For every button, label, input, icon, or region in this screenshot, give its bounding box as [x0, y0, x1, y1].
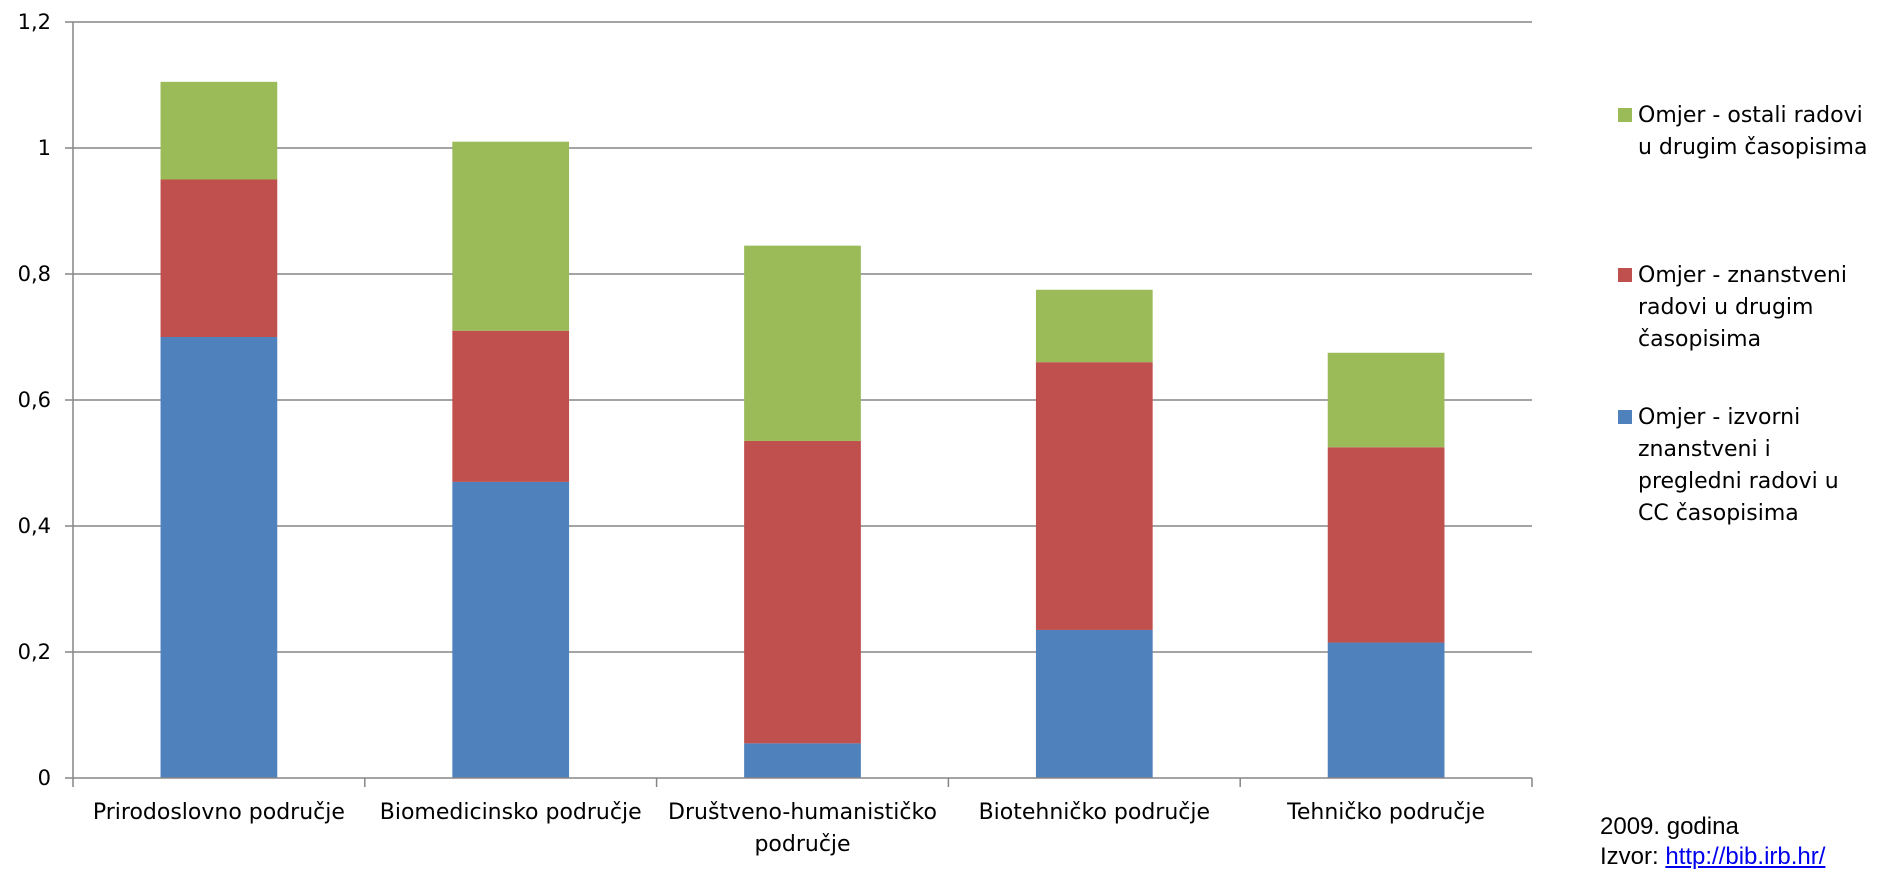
- bar-segment: [452, 330, 570, 482]
- legend-swatch-green: [1618, 108, 1632, 122]
- bar-segment: [160, 337, 278, 778]
- legend: Omjer - ostali radovi u drugim časopisim…: [1618, 100, 1878, 530]
- bar-segment: [160, 81, 278, 180]
- source-prefix: Izvor:: [1600, 843, 1666, 870]
- year-label: 2009. godina: [1600, 813, 1739, 840]
- y-tick-labels: 0 0,2 0,4 0,6 0,8 1 1,2: [18, 10, 51, 790]
- legend-item-izvorni: Omjer - izvorni znanstveni i pregledni r…: [1618, 402, 1878, 530]
- legend-swatch-red: [1618, 268, 1632, 282]
- x-category-label: područje: [754, 832, 850, 857]
- y-tick-label: 1,2: [18, 10, 51, 34]
- legend-item-znanstveni: Omjer - znanstveni radovi u drugim časop…: [1618, 260, 1878, 356]
- bar-segment: [160, 179, 278, 337]
- source-link[interactable]: http://bib.irb.hr/: [1665, 843, 1826, 870]
- bar-segment: [744, 743, 861, 778]
- legend-label: Omjer - ostali radovi u drugim časopisim…: [1638, 103, 1868, 160]
- y-tick-label: 0,2: [18, 640, 51, 664]
- bar-segment: [1327, 642, 1445, 778]
- bar-segment: [1327, 447, 1445, 643]
- bars: [160, 81, 1445, 778]
- legend-item-ostali: Omjer - ostali radovi u drugim časopisim…: [1618, 100, 1878, 164]
- legend-label: Omjer - izvorni znanstveni i pregledni r…: [1638, 405, 1839, 526]
- bar-segment: [1035, 362, 1153, 630]
- x-category-labels: Prirodoslovno područje Biomedicinsko podr…: [93, 800, 1485, 857]
- bar-segment: [452, 481, 570, 778]
- x-category-label: Prirodoslovno područje: [93, 800, 345, 825]
- legend-label: Omjer - znanstveni radovi u drugim časop…: [1638, 263, 1847, 352]
- y-tick-label: 0: [38, 766, 51, 790]
- bar-segment: [1035, 289, 1153, 363]
- legend-swatch-blue: [1618, 410, 1632, 424]
- axes: [65, 21, 1533, 787]
- y-tick-label: 1: [38, 136, 51, 160]
- bar-segment: [1327, 352, 1445, 448]
- source-line: Izvor: http://bib.irb.hr/: [1600, 842, 1825, 872]
- x-category-label: Tehničko područje: [1286, 800, 1485, 825]
- stacked-bar-chart: 0 0,2 0,4 0,6 0,8 1 1,2 Prirodoslovno područje…: [18, 10, 1533, 857]
- x-category-label: Biomedicinsko područje: [380, 800, 642, 825]
- x-category-label: Društveno-humanističko: [668, 800, 937, 825]
- x-category-label: Biotehničko područje: [979, 800, 1210, 825]
- bar-segment: [744, 440, 861, 744]
- bar-segment: [744, 245, 861, 441]
- y-tick-label: 0,4: [18, 514, 51, 538]
- source-note: 2009. godina Izvor: http://bib.irb.hr/: [1600, 812, 1825, 872]
- bar-segment: [1035, 629, 1153, 778]
- bar-segment: [452, 141, 570, 331]
- y-tick-label: 0,6: [18, 388, 51, 412]
- y-tick-label: 0,8: [18, 262, 51, 286]
